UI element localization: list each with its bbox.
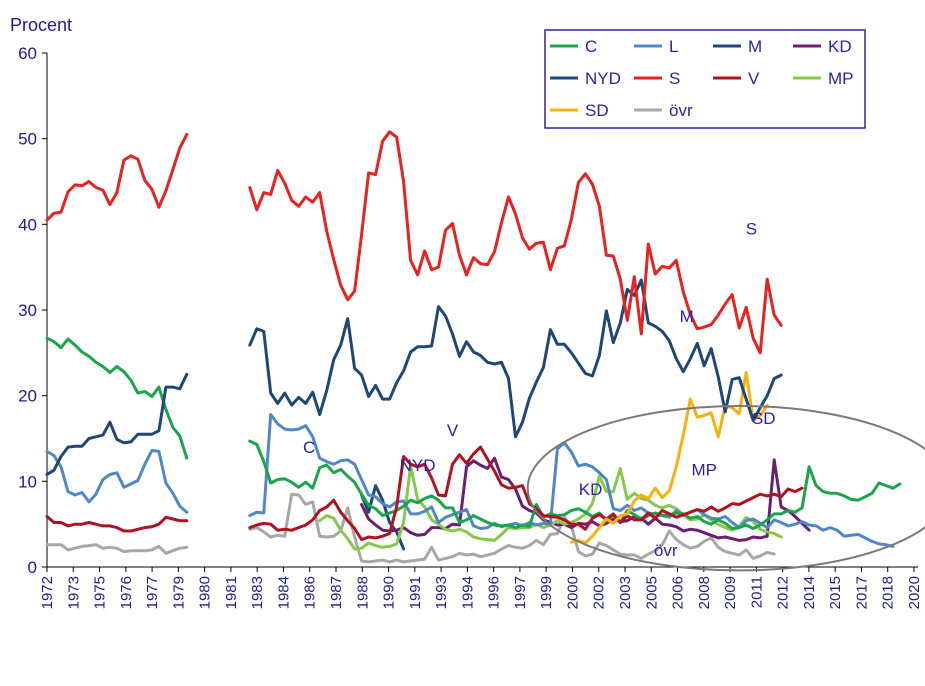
- x-tick-labels: 1972 1973 1975 1976 1977 1979 1980 1981 1983 1984…: [39, 576, 923, 609]
- series-övr: [45, 492, 776, 564]
- y-tick-label: 60: [18, 44, 37, 63]
- y-tick-label: 40: [18, 215, 37, 234]
- legend-label-SD: SD: [585, 101, 609, 120]
- series-KD: [360, 456, 811, 542]
- y-tick-label: 30: [18, 301, 37, 320]
- series-line-SD: [569, 371, 769, 545]
- series-S: [45, 130, 783, 355]
- legend-label-M: M: [748, 37, 762, 56]
- annotation-S: S: [746, 220, 757, 239]
- x-tick-label: 1975: [92, 576, 109, 609]
- x-tick-label: 1976: [118, 576, 135, 609]
- x-tick-label: 2018: [880, 576, 897, 609]
- x-tick-label: 1980: [197, 576, 214, 609]
- y-tick-labels: 0 10 20 30 40 50 60: [18, 44, 37, 577]
- x-tick-label: 1996: [486, 576, 503, 609]
- series-line-V: [248, 445, 804, 542]
- series-line-V: [45, 515, 189, 533]
- legend-label-S: S: [669, 69, 680, 88]
- x-tick-label: 2009: [722, 576, 739, 609]
- series-line-KD: [360, 456, 811, 542]
- y-axis-label: Procent: [10, 15, 72, 35]
- x-tick-label: 2000: [564, 576, 581, 609]
- series-line-L: [45, 449, 189, 514]
- x-tick-label: 1972: [39, 576, 56, 609]
- series-line-M: [45, 372, 189, 476]
- annotation-SD: SD: [752, 409, 776, 428]
- x-tick-label: 1990: [381, 576, 398, 609]
- y-tick-label: 20: [18, 387, 37, 406]
- x-tick-label: 1984: [275, 576, 292, 609]
- legend-label-övr: övr: [669, 101, 693, 120]
- x-tick-label: 2017: [853, 576, 870, 609]
- x-tick-label: 2003: [617, 576, 634, 609]
- y-tick-label: 10: [18, 472, 37, 491]
- x-tick-label: 2005: [643, 576, 660, 609]
- x-tick-label: 1986: [302, 576, 319, 609]
- x-tick-label: 1997: [512, 576, 529, 609]
- legend-label-V: V: [748, 69, 760, 88]
- legend: C L M KD NYD S V MP SD övr: [544, 29, 866, 129]
- series-line-S: [248, 130, 783, 355]
- x-tick-label: 2006: [670, 576, 687, 609]
- x-tick-label: 1993: [433, 576, 450, 609]
- legend-label-L: L: [669, 37, 678, 56]
- series-SD: [569, 371, 769, 545]
- x-tick-label: 1994: [459, 576, 476, 609]
- x-tick-label: 1979: [170, 576, 187, 609]
- series-M: [45, 278, 783, 476]
- annotation-KD: KD: [579, 480, 603, 499]
- x-tick-label: 2008: [696, 576, 713, 609]
- axes: [42, 52, 918, 572]
- x-tick-label: 2015: [827, 576, 844, 609]
- annotation-övr: övr: [654, 541, 678, 560]
- legend-label-C: C: [585, 37, 597, 56]
- x-tick-label: 1981: [223, 576, 240, 609]
- x-tick-label: 2012: [775, 576, 792, 609]
- series-line-S: [45, 132, 189, 222]
- annotation-M: M: [680, 307, 694, 326]
- x-tick-label: 2014: [801, 576, 818, 609]
- series-NYD: [360, 484, 406, 551]
- series-line-övr: [45, 543, 189, 555]
- legend-label-NYD: NYD: [585, 69, 621, 88]
- x-tick-label: 1973: [65, 576, 82, 609]
- x-tick-label: 2002: [591, 576, 608, 609]
- x-tick-label: 1999: [538, 576, 555, 609]
- x-tick-label: 1983: [249, 576, 266, 609]
- series-L: [45, 413, 895, 548]
- annotation-MP: MP: [691, 460, 717, 479]
- ellipse-outline: [526, 404, 925, 572]
- series-line-L: [248, 413, 895, 548]
- y-tick-label: 50: [18, 130, 37, 149]
- y-tick-label: 0: [28, 558, 37, 577]
- x-tick-label: 1988: [354, 576, 371, 609]
- series-V: [45, 445, 804, 542]
- annotation-C: C: [303, 438, 315, 457]
- annotation-NYD: NYD: [400, 456, 436, 475]
- series-line-M: [248, 278, 783, 439]
- highlight-ellipse: [526, 404, 925, 572]
- x-tick-label: 1987: [328, 576, 345, 609]
- series-line-C: [248, 439, 902, 530]
- x-tick-label: 2011: [748, 576, 765, 608]
- annotation-V: V: [447, 421, 459, 440]
- x-tick-label: 1991: [407, 576, 424, 609]
- x-tick-label: 1977: [144, 576, 161, 609]
- series-lines: [45, 130, 902, 564]
- legend-label-KD: KD: [828, 37, 852, 56]
- x-tick-label: 2020: [906, 576, 923, 609]
- legend-label-MP: MP: [828, 69, 854, 88]
- series-line-NYD: [360, 484, 406, 551]
- series-line-övr: [248, 492, 776, 564]
